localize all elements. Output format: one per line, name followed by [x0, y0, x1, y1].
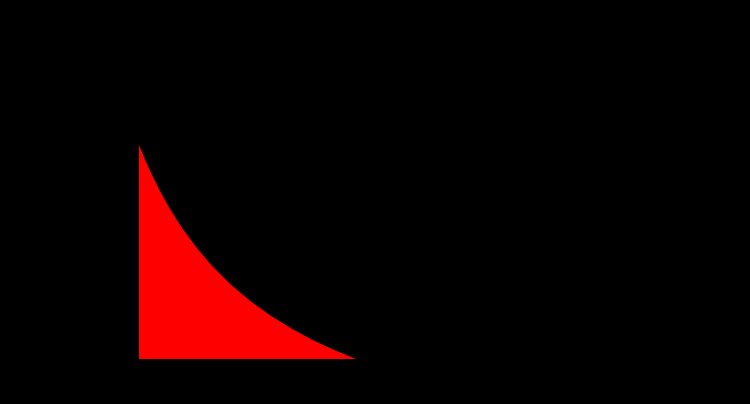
area-under-curve-shape — [139, 145, 356, 359]
